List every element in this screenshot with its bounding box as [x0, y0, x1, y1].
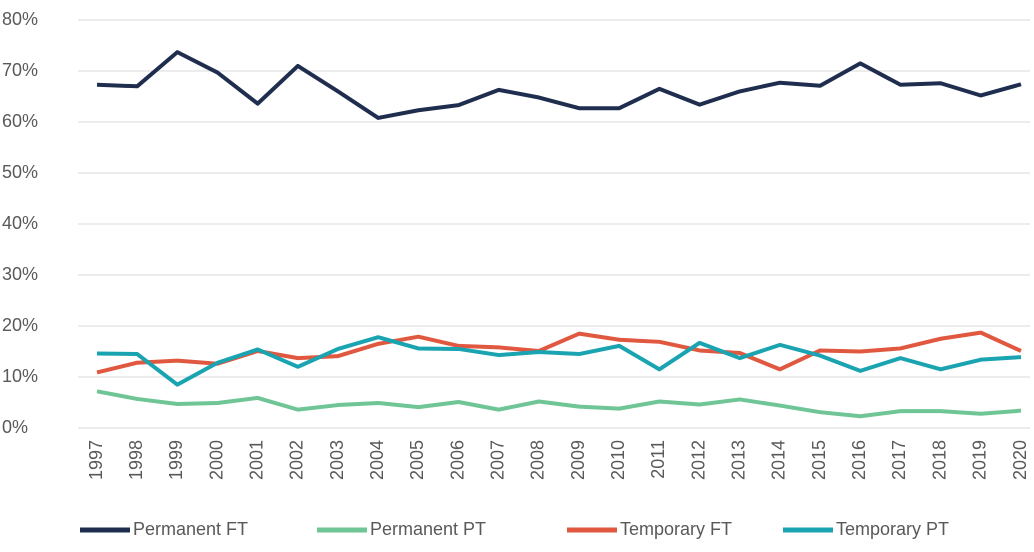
x-tick-label: 2013 [729, 440, 749, 480]
x-tick-label: 1997 [86, 440, 106, 480]
x-tick-label: 2014 [769, 440, 789, 480]
x-tick-label: 1999 [166, 440, 186, 480]
legend-label: Temporary PT [836, 519, 949, 539]
y-tick-label: 80% [2, 9, 38, 29]
x-tick-label: 2003 [327, 440, 347, 480]
y-tick-label: 20% [2, 315, 38, 335]
y-tick-label: 60% [2, 111, 38, 131]
x-tick-label: 2008 [528, 440, 548, 480]
x-tick-label: 2020 [1010, 440, 1030, 480]
y-tick-label: 30% [2, 264, 38, 284]
x-tick-label: 2019 [970, 440, 990, 480]
x-tick-label: 2006 [447, 440, 467, 480]
x-tick-label: 2017 [889, 440, 909, 480]
x-tick-label: 2015 [809, 440, 829, 480]
series-line [96, 389, 1022, 419]
x-tick-label: 2016 [849, 440, 869, 480]
legend-label: Permanent PT [370, 519, 486, 539]
x-tick-label: 2010 [608, 440, 628, 480]
legend-label: Permanent FT [133, 519, 248, 539]
y-tick-label: 70% [2, 60, 38, 80]
x-tick-label: 2002 [287, 440, 307, 480]
series-line [96, 335, 1022, 387]
x-tick-label: 2000 [206, 440, 226, 480]
y-tick-label: 50% [2, 162, 38, 182]
y-tick-label: 40% [2, 213, 38, 233]
x-tick-label: 2012 [688, 440, 708, 480]
x-tick-label: 1998 [126, 440, 146, 480]
x-tick-label: 2007 [487, 440, 507, 480]
legend-label: Temporary FT [620, 519, 732, 539]
y-tick-label: 10% [2, 366, 38, 386]
series-line [96, 50, 1022, 120]
x-tick-label: 2009 [568, 440, 588, 480]
x-tick-label: 2001 [246, 440, 266, 480]
x-tick-label: 2005 [407, 440, 427, 480]
x-tick-label: 2011 [648, 440, 668, 479]
x-tick-label: 2004 [367, 440, 387, 480]
y-tick-label: 0% [2, 417, 28, 437]
x-tick-label: 2018 [929, 440, 949, 480]
